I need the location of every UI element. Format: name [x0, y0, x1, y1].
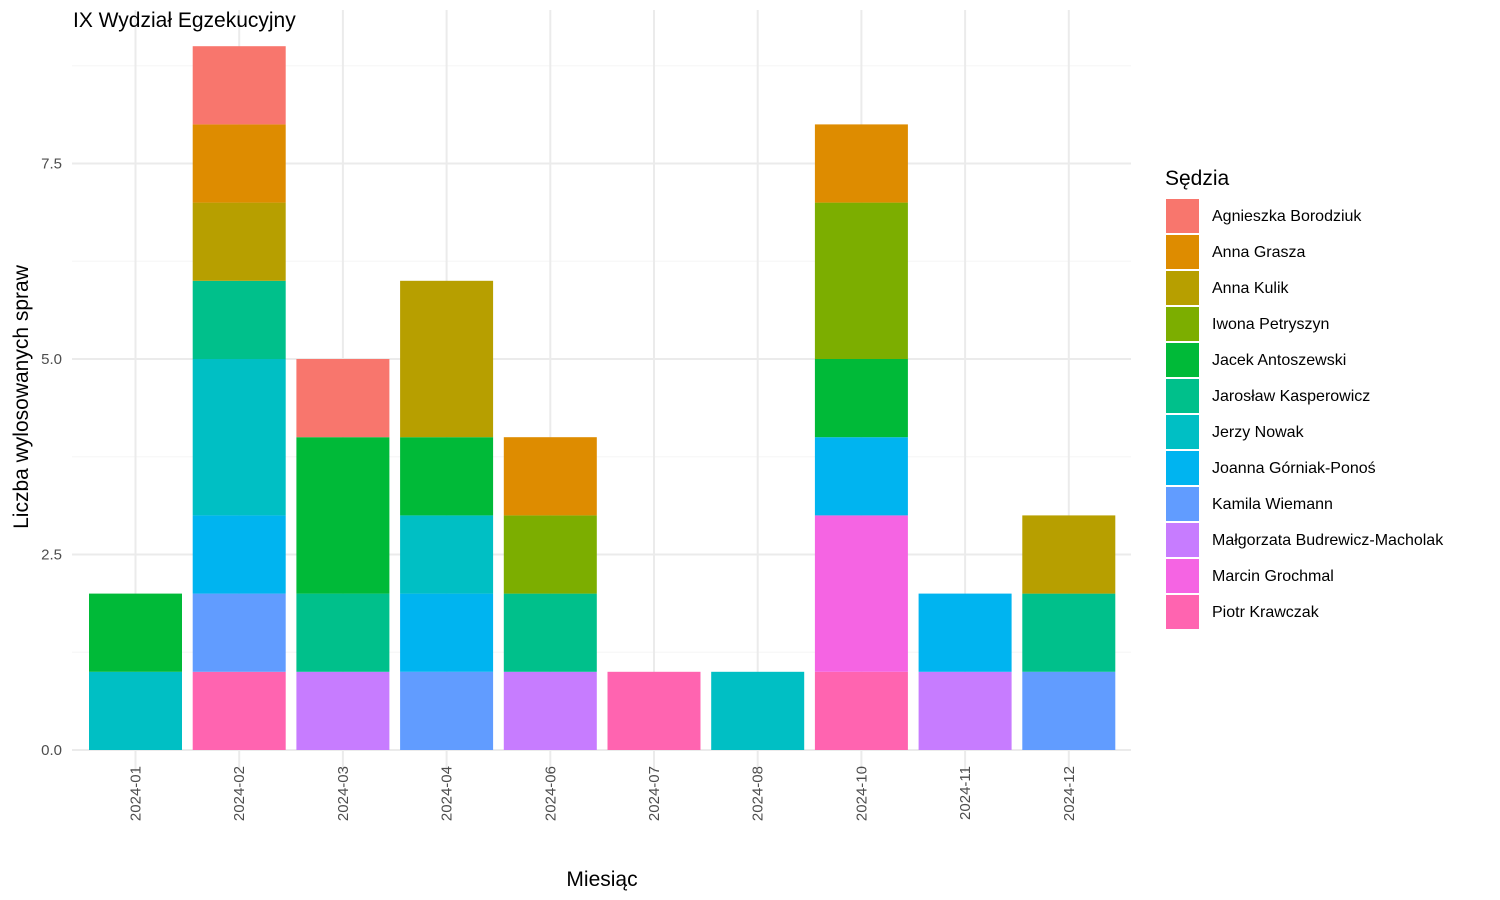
x-axis-ticks: 2024-01 2024-02 2024-03 2024-04 2024-06 2024-…: [128, 766, 1078, 821]
bar-segment: [296, 593, 390, 672]
y-axis-ticks: 0.0 2.5 5.0 7.5: [41, 156, 62, 760]
legend-label: Anna Kulik: [1212, 280, 1289, 297]
bar-segment: [503, 671, 597, 750]
bar-segment: [503, 593, 597, 672]
bar-segment: [503, 515, 597, 594]
legend-swatch: [1166, 523, 1199, 557]
bar-segment: [296, 359, 390, 438]
bar-segment: [400, 437, 494, 516]
legend-swatch: [1166, 451, 1199, 485]
legend: Sędzia Agnieszka Borodziuk Anna Grasza Ann…: [1165, 167, 1444, 629]
legend-label: Marcin Grochmal: [1212, 568, 1334, 585]
bar-segment: [607, 671, 701, 750]
bar-segment: [814, 515, 908, 672]
bar-segment: [192, 202, 286, 281]
legend-swatch: [1166, 343, 1199, 377]
legend-swatch: [1166, 415, 1199, 449]
bar-segment: [192, 124, 286, 203]
bar-segment: [1022, 515, 1116, 594]
bar-segment: [918, 593, 1012, 672]
legend-title: Sędzia: [1165, 167, 1230, 190]
x-tick-label: 2024-06: [542, 766, 559, 821]
legend-label: Jarosław Kasperowicz: [1212, 388, 1370, 405]
legend-swatch: [1166, 379, 1199, 413]
y-tick-label: 2.5: [41, 547, 62, 564]
legend-swatch: [1166, 271, 1199, 305]
y-tick-label: 5.0: [41, 351, 62, 368]
bar-segment: [296, 671, 390, 750]
bar-segment: [814, 437, 908, 516]
bar-segment: [711, 671, 805, 750]
legend-label: Małgorzata Budrewicz-Macholak: [1212, 532, 1444, 549]
legend-label: Anna Grasza: [1212, 244, 1305, 261]
bar-segment: [1022, 593, 1116, 672]
legend-label: Agnieszka Borodziuk: [1212, 208, 1362, 225]
legend-label: Piotr Krawczak: [1212, 604, 1320, 621]
x-tick-label: 2024-04: [439, 766, 456, 821]
legend-label: Kamila Wiemann: [1212, 496, 1333, 513]
y-axis-title: Liczba wylosowanych spraw: [10, 264, 33, 529]
bar-segment: [192, 593, 286, 672]
bar-segment: [192, 280, 286, 359]
bars: [89, 46, 1116, 750]
bar-segment: [89, 593, 182, 672]
bar-segment: [192, 359, 286, 516]
x-axis-title: Miesiąc: [566, 868, 637, 891]
x-tick-label: 2024-08: [750, 766, 767, 821]
bar-segment: [814, 124, 908, 203]
bar-segment: [89, 671, 182, 750]
legend-swatch: [1166, 199, 1199, 233]
bar-segment: [296, 437, 390, 594]
legend-swatch: [1166, 487, 1199, 521]
legend-label: Jacek Antoszewski: [1212, 352, 1346, 369]
x-tick-label: 2024-12: [1061, 766, 1078, 821]
bar-segment: [192, 671, 286, 750]
legend-label: Joanna Górniak-Ponoś: [1212, 460, 1376, 477]
legend-swatch: [1166, 595, 1199, 629]
legend-swatch: [1166, 307, 1199, 341]
bar-segment: [192, 515, 286, 594]
bar-segment: [400, 515, 494, 594]
x-tick-label: 2024-10: [853, 766, 870, 821]
bar-segment: [814, 359, 908, 438]
bar-segment: [503, 437, 597, 516]
legend-label: Jerzy Nowak: [1212, 424, 1305, 441]
bar-segment: [400, 593, 494, 672]
x-tick-label: 2024-11: [957, 766, 974, 820]
bar-segment: [192, 46, 286, 125]
x-tick-label: 2024-07: [646, 766, 663, 821]
x-tick-label: 2024-01: [128, 766, 145, 821]
bar-segment: [400, 671, 494, 750]
x-tick-label: 2024-02: [231, 766, 248, 821]
bar-segment: [400, 280, 494, 438]
legend-swatch: [1166, 559, 1199, 593]
chart-title: IX Wydział Egzekucyjny: [73, 9, 296, 32]
y-tick-label: 7.5: [41, 156, 62, 173]
legend-label: Iwona Petryszyn: [1212, 316, 1329, 333]
legend-swatch: [1166, 235, 1199, 269]
y-tick-label: 0.0: [41, 742, 62, 759]
bar-segment: [1022, 671, 1116, 750]
bar-segment: [814, 671, 908, 750]
x-tick-label: 2024-03: [335, 766, 352, 821]
bar-segment: [918, 671, 1012, 750]
bar-segment: [814, 202, 908, 359]
